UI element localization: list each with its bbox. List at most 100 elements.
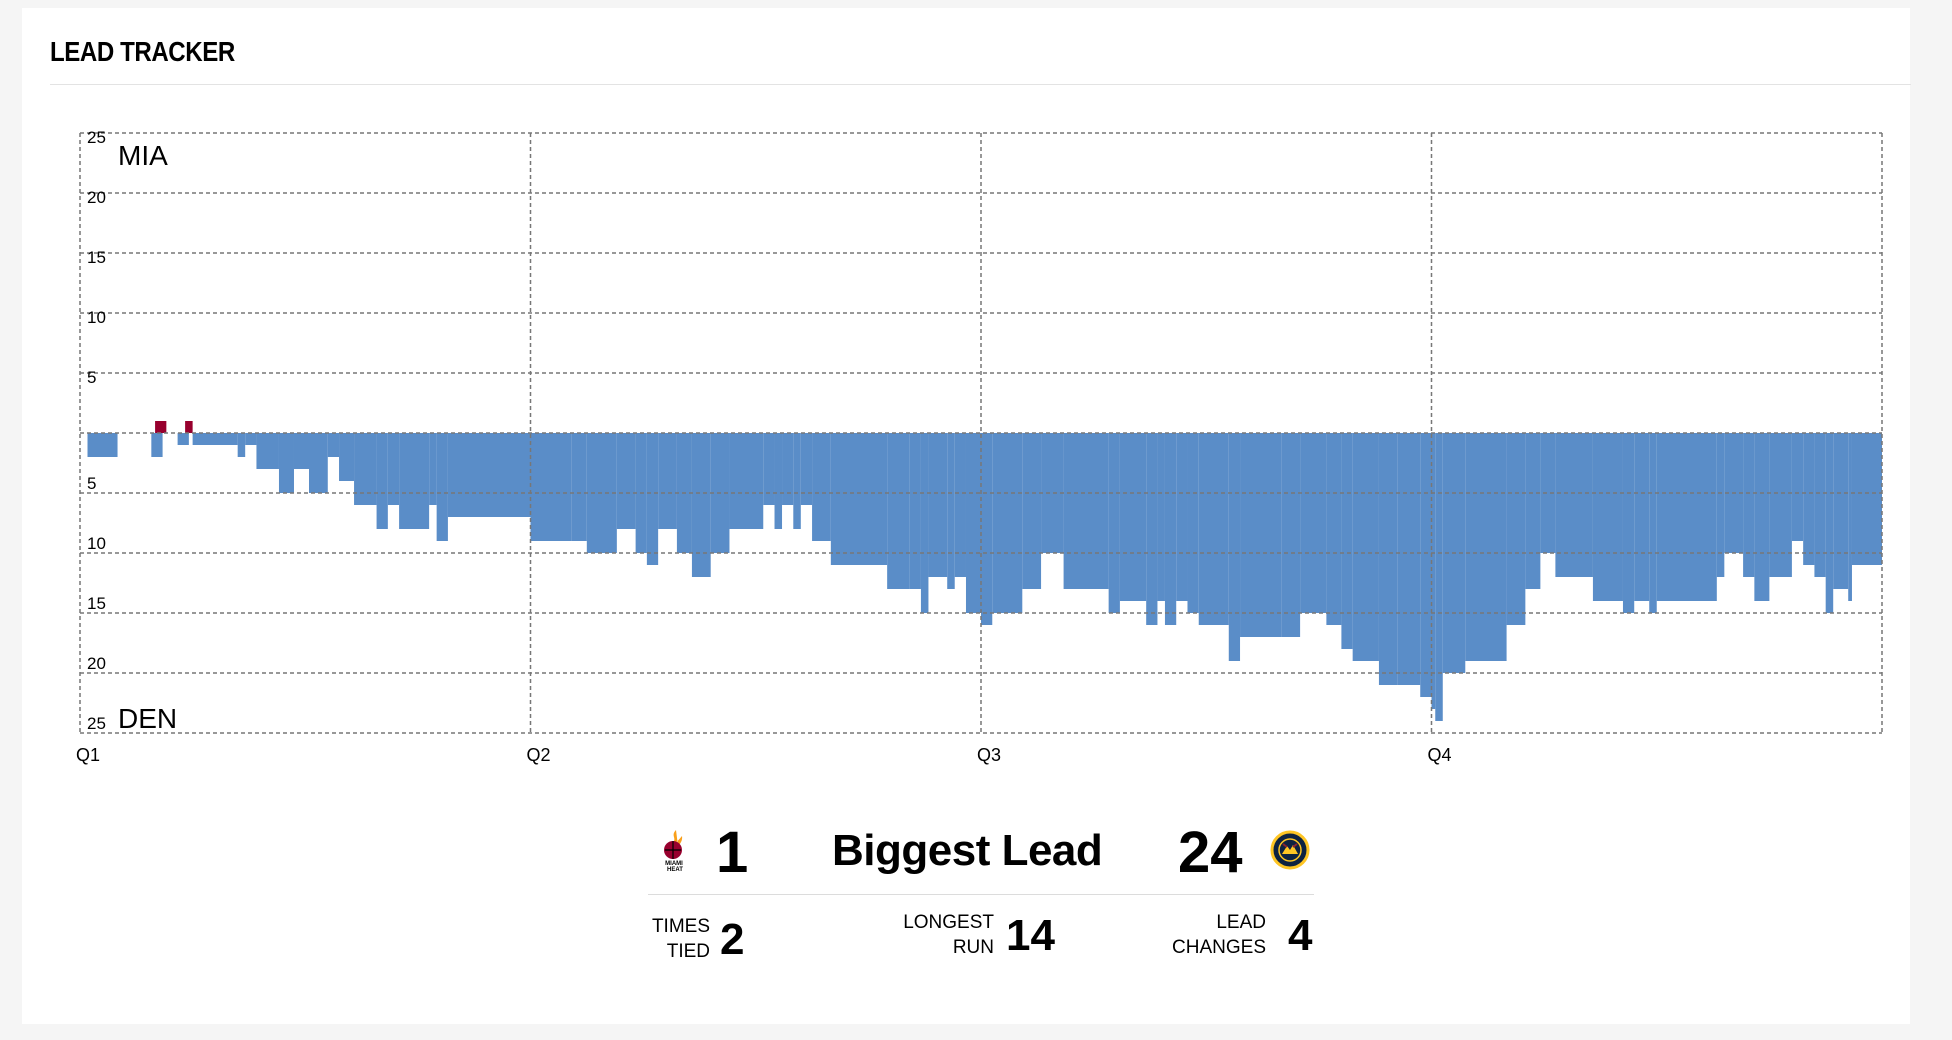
lead-bar-den — [691, 433, 711, 577]
denver-nuggets-logo-icon — [1270, 830, 1310, 870]
lead-bar-den — [658, 433, 677, 529]
lead-bar-den — [1281, 433, 1301, 637]
lead-bar-den — [1833, 433, 1849, 589]
lead-changes-value: 4 — [1288, 911, 1313, 960]
lead-bar-den — [245, 433, 257, 445]
lead-bar-den — [177, 433, 189, 445]
y-tick-label: 15 — [87, 594, 106, 613]
lead-bar-den — [354, 433, 377, 505]
lead-bar-den — [1465, 433, 1507, 661]
lead-bar-den — [1525, 433, 1541, 589]
lead-bar-mia — [185, 421, 193, 433]
times-tied-label: TIMES TIED — [652, 914, 710, 964]
lead-bar-den — [1622, 433, 1635, 613]
times-tied-value: 2 — [720, 915, 745, 964]
lead-bar-den — [1176, 433, 1188, 601]
lead-bar-den — [339, 433, 355, 481]
lead-bar-den — [947, 433, 955, 589]
lead-bar-den — [1326, 433, 1342, 625]
lead-bar-den — [812, 433, 831, 541]
svg-text:HEAT: HEAT — [667, 867, 683, 872]
lead-bar-den — [1378, 433, 1398, 685]
y-tick-label: 20 — [87, 188, 106, 207]
lead-bar-den — [909, 433, 921, 589]
lead-bar-den — [1341, 433, 1353, 649]
lead-bar-den — [793, 433, 801, 529]
lead-bar-den — [399, 433, 430, 529]
lead-bar-den — [1300, 433, 1327, 613]
lead-changes-label: LEAD CHANGES — [1172, 910, 1266, 960]
lead-bar-den — [1791, 433, 1804, 541]
lead-bar-den — [530, 433, 572, 541]
lead-bar-den — [1656, 433, 1717, 601]
lead-bar-den — [1157, 433, 1165, 601]
miami-heat-logo-icon: MIAMI HEAT — [656, 828, 692, 873]
longest-run-value: 14 — [1006, 911, 1055, 960]
lead-bar-den — [192, 433, 238, 445]
top-team-label: MIA — [118, 140, 168, 171]
lead-bar-den — [782, 433, 794, 505]
lead-bar-den — [616, 433, 636, 529]
lead-bar-den — [1743, 433, 1755, 577]
y-tick-label: 5 — [87, 474, 96, 493]
lead-changes-stat: LEAD CHANGES — [1068, 912, 1266, 974]
stats-panel: MIAMI HEAT 1 Biggest Lead 24 TIMES TIED … — [648, 810, 1314, 970]
lead-bar-den — [1754, 433, 1770, 601]
x-tick-label: Q2 — [527, 745, 551, 765]
lead-bar-den — [1228, 433, 1241, 661]
lead-bar-den — [1592, 433, 1623, 601]
lead-changes-label-line-1: LEAD — [1216, 912, 1266, 933]
lead-bar-den — [1187, 433, 1199, 613]
lead-bar-den — [1240, 433, 1282, 637]
lead-bar-den — [1540, 433, 1556, 553]
lead-bar-den — [981, 433, 993, 625]
lead-bar-den — [1119, 433, 1147, 601]
lead-bar-den — [965, 433, 981, 613]
lead-bar-den — [954, 433, 966, 577]
lead-bar-den — [151, 433, 163, 457]
longest-run-label-line-2: RUN — [952, 937, 994, 958]
lead-bar-den — [293, 433, 310, 469]
lead-tracker-header: LEAD TRACKER — [50, 26, 1911, 85]
longest-run-label: LONGEST RUN — [903, 910, 994, 960]
times-tied-label-line-2: TIED — [666, 941, 710, 962]
lead-bar-den — [1769, 433, 1792, 577]
lead-bar-den — [256, 433, 279, 469]
lead-bar-den — [1198, 433, 1229, 625]
lead-bar-den — [447, 433, 531, 517]
lead-bar-den — [1716, 433, 1725, 577]
longest-run-stat: LONGEST RUN — [848, 912, 994, 974]
lead-bar-mia — [155, 421, 167, 433]
lead-bar-den — [387, 433, 400, 505]
y-tick-label: 20 — [87, 654, 106, 673]
y-tick-label: 15 — [87, 248, 106, 267]
lead-bar-den — [571, 433, 587, 541]
den-biggest-lead-value: 24 — [1178, 820, 1243, 885]
lead-bar-den — [1041, 433, 1064, 553]
lead-bar-den — [1649, 433, 1657, 613]
lead-bar-den — [887, 433, 910, 589]
lead-bar-den — [1420, 433, 1432, 697]
x-tick-label: Q1 — [76, 745, 100, 765]
lead-bar-den — [729, 433, 764, 529]
bottom-team-label: DEN — [118, 703, 177, 734]
lead-bar-den — [1634, 433, 1650, 601]
lead-bar-den — [1397, 433, 1421, 685]
lead-bar-den — [376, 433, 388, 529]
y-tick-label: 25 — [87, 128, 106, 147]
x-tick-label: Q3 — [977, 745, 1001, 765]
biggest-lead-label: Biggest Lead — [832, 826, 1103, 875]
lead-bar-den — [1825, 433, 1834, 613]
lead-bar-den — [920, 433, 929, 613]
lead-bar-den — [1848, 433, 1852, 601]
lead-bar-den — [1851, 433, 1882, 565]
lead-bar-den — [1555, 433, 1593, 577]
lead-bar-den — [1431, 433, 1436, 709]
lead-bar-den — [1108, 433, 1120, 613]
times-tied-label-line-1: TIMES — [651, 916, 710, 937]
lead-bar-den — [992, 433, 1023, 613]
lead-bar-den — [646, 433, 659, 565]
lead-bar-den — [763, 433, 775, 505]
lead-bar-den — [1803, 433, 1815, 565]
